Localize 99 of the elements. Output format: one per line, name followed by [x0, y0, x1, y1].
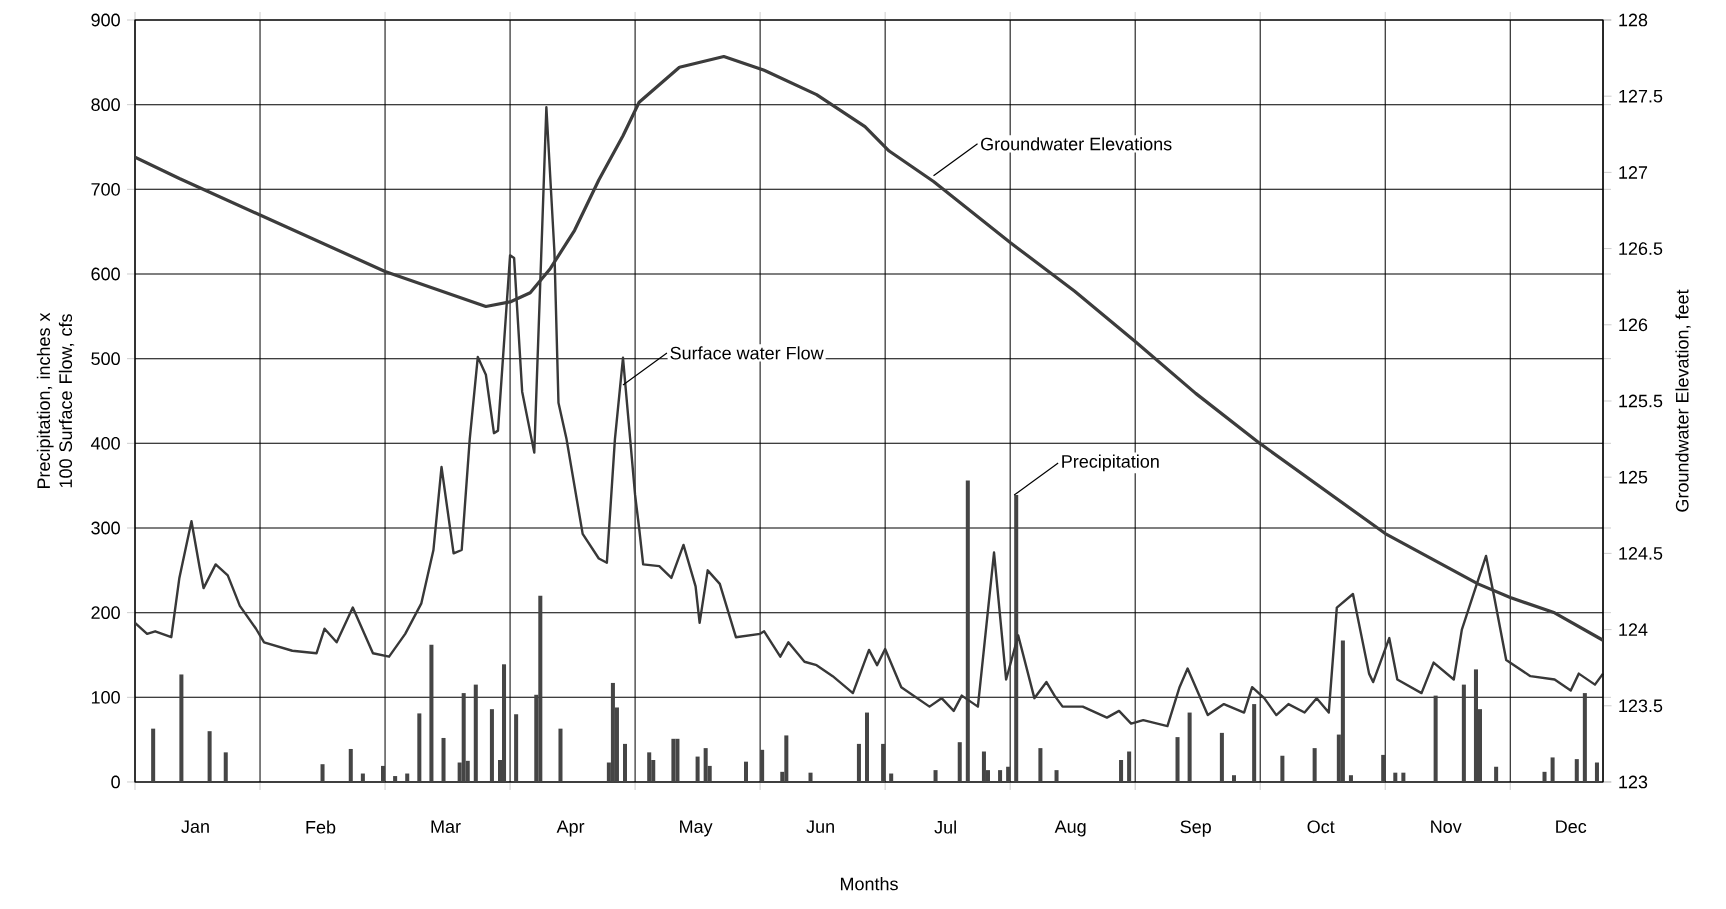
bar: [808, 772, 813, 782]
bar: [1038, 748, 1043, 782]
bar: [695, 756, 700, 782]
bar: [1393, 772, 1398, 782]
bar: [610, 682, 615, 782]
x-tick-label: May: [680, 820, 713, 837]
bar: [473, 684, 478, 782]
bar: [1280, 755, 1285, 782]
bar: [1187, 712, 1192, 782]
x-tick-label: Feb: [306, 820, 336, 834]
x-tick-label: Sep: [1180, 820, 1211, 837]
x-tick-label: Aug: [1054, 820, 1086, 837]
y-tick-label: 200: [91, 606, 120, 620]
y2-tick-label: 123.5: [1619, 699, 1663, 713]
bar: [784, 735, 789, 782]
bar: [881, 743, 886, 782]
bar: [1550, 757, 1555, 782]
bar: [405, 773, 410, 782]
bar: [538, 595, 543, 782]
bar: [1340, 640, 1345, 782]
bar: [864, 712, 870, 782]
y2-tick-label: 123: [1619, 775, 1648, 789]
bar: [1582, 693, 1587, 782]
bar: [1054, 770, 1059, 782]
x-tick-label: Nov: [1431, 820, 1462, 833]
y-tick-label: 400: [90, 436, 120, 450]
x-axis-title: Months: [840, 877, 898, 891]
x-tick-label: Apr: [556, 820, 585, 837]
bar: [703, 748, 708, 782]
bar: [743, 761, 749, 782]
y-tick-label: 0: [111, 775, 120, 789]
y2-tick-label: 124: [1619, 623, 1648, 636]
y2-tick-label: 125.5: [1619, 394, 1663, 408]
bar: [1401, 772, 1406, 782]
bar: [489, 709, 494, 782]
bar: [1574, 759, 1579, 782]
bar: [760, 749, 765, 782]
bar: [461, 693, 466, 782]
bar: [1119, 759, 1124, 782]
bar: [502, 664, 507, 782]
annotation: Precipitation: [1062, 454, 1159, 472]
bar: [622, 743, 628, 782]
bar: [671, 738, 676, 782]
y2-tick-label: 124.5: [1619, 547, 1663, 560]
y2-tick-label: 127: [1619, 166, 1648, 179]
bar: [1175, 737, 1180, 782]
y2-tick-label: 127.5: [1619, 89, 1663, 103]
bar: [1127, 751, 1132, 782]
bar: [647, 752, 652, 782]
bar: [1348, 775, 1353, 782]
bar: [1219, 732, 1224, 782]
y2-tick-label: 126.5: [1619, 242, 1663, 255]
x-tick-label: Jul: [934, 820, 956, 834]
x-tick-label: Jan: [181, 820, 209, 833]
bar: [1006, 766, 1011, 782]
y-tick-label: 800: [91, 98, 120, 112]
y-tick-label: 500: [91, 352, 120, 366]
x-tick-label: Oct: [1307, 820, 1335, 834]
bar: [1473, 669, 1478, 782]
bar: [1381, 754, 1386, 782]
bar: [417, 713, 422, 782]
bar: [856, 743, 861, 782]
x-tick-label: Mar: [431, 820, 461, 833]
bar: [1252, 704, 1257, 782]
bar: [381, 765, 386, 782]
bar: [1542, 771, 1547, 782]
y-tick-label: 700: [91, 182, 120, 196]
y-tick-label: 600: [91, 267, 120, 281]
bar: [675, 738, 680, 782]
y2-tick-label: 128: [1619, 13, 1648, 27]
x-tick-label: Jun: [806, 820, 834, 833]
y-axis-title: Precipitation, inches x 100 Surface Flow, cfs: [36, 312, 75, 489]
bar: [1312, 748, 1317, 782]
annotation: Surface water Flow: [670, 346, 824, 360]
bar: [1461, 684, 1466, 782]
y-tick-label: 300: [91, 521, 120, 535]
bar: [957, 742, 962, 782]
bar: [1433, 695, 1438, 782]
y2-tick-label: 126: [1619, 318, 1648, 332]
bar: [933, 770, 938, 782]
x-tick-label: Dec: [1556, 820, 1587, 833]
bar: [429, 644, 434, 782]
bar: [558, 728, 563, 782]
y2-axis-title: Groundwater Elevation, feet: [1675, 289, 1691, 512]
bar: [1014, 494, 1019, 782]
bar: [1494, 766, 1499, 782]
bar: [1594, 762, 1599, 782]
annotation: Groundwater Elevations: [981, 137, 1172, 151]
bar: [889, 773, 894, 782]
bar: [1231, 775, 1237, 782]
bar: [998, 770, 1003, 782]
bar: [981, 751, 986, 782]
y-tick-label: 900: [91, 13, 120, 27]
bar: [965, 480, 970, 782]
y-tick-label: 100: [91, 690, 120, 704]
y2-tick-label: 125: [1619, 470, 1648, 484]
bar: [441, 737, 446, 782]
bar: [393, 776, 398, 782]
bar: [514, 714, 519, 782]
